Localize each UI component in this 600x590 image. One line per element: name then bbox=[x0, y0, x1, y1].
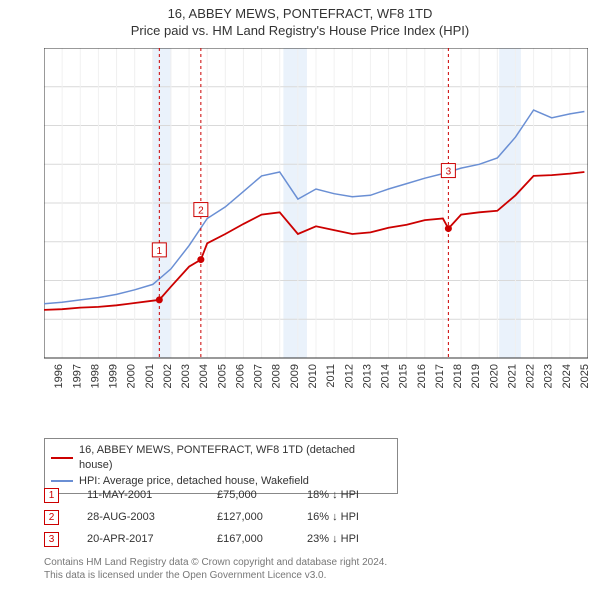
sale-price-1: £75,000 bbox=[217, 489, 307, 501]
svg-text:2013: 2013 bbox=[361, 364, 373, 388]
attribution: Contains HM Land Registry data © Crown c… bbox=[44, 556, 387, 582]
svg-text:2021: 2021 bbox=[506, 364, 518, 388]
svg-text:2018: 2018 bbox=[452, 364, 464, 388]
attribution-line-2: This data is licensed under the Open Gov… bbox=[44, 569, 387, 582]
chart-container: 16, ABBEY MEWS, PONTEFRACT, WF8 1TD Pric… bbox=[0, 0, 600, 590]
chart-area: £0£50K£100K£150K£200K£250K£300K£350K£400… bbox=[44, 48, 588, 392]
sale-date-1: 11-MAY-2001 bbox=[87, 489, 217, 501]
line-chart: £0£50K£100K£150K£200K£250K£300K£350K£400… bbox=[44, 48, 588, 392]
sale-date-3: 20-APR-2017 bbox=[87, 533, 217, 545]
sale-price-3: £167,000 bbox=[217, 533, 307, 545]
sale-marker-1: 1 bbox=[44, 488, 59, 503]
title-line-2: Price paid vs. HM Land Registry's House … bbox=[0, 23, 600, 40]
svg-text:2011: 2011 bbox=[325, 364, 337, 388]
sale-marker-2: 2 bbox=[44, 510, 59, 525]
svg-text:2004: 2004 bbox=[198, 364, 210, 388]
sale-date-2: 28-AUG-2003 bbox=[87, 511, 217, 523]
title-block: 16, ABBEY MEWS, PONTEFRACT, WF8 1TD Pric… bbox=[0, 0, 600, 40]
svg-text:2000: 2000 bbox=[126, 364, 138, 388]
svg-text:2006: 2006 bbox=[234, 364, 246, 388]
attribution-line-1: Contains HM Land Registry data © Crown c… bbox=[44, 556, 387, 569]
svg-text:1999: 1999 bbox=[108, 364, 120, 388]
svg-text:2007: 2007 bbox=[253, 364, 265, 388]
sale-price-2: £127,000 bbox=[217, 511, 307, 523]
legend-swatch-2 bbox=[51, 480, 73, 482]
svg-text:2009: 2009 bbox=[289, 364, 301, 388]
sale-delta-1: 18% ↓ HPI bbox=[307, 489, 407, 501]
svg-text:2017: 2017 bbox=[434, 364, 446, 388]
svg-text:1998: 1998 bbox=[89, 364, 101, 388]
svg-text:2010: 2010 bbox=[307, 364, 319, 388]
svg-text:2016: 2016 bbox=[416, 364, 428, 388]
legend-label-1: 16, ABBEY MEWS, PONTEFRACT, WF8 1TD (det… bbox=[79, 443, 391, 474]
sales-table: 1 11-MAY-2001 £75,000 18% ↓ HPI 2 28-AUG… bbox=[44, 484, 407, 550]
svg-text:3: 3 bbox=[446, 167, 452, 178]
svg-text:2003: 2003 bbox=[180, 364, 192, 388]
svg-text:2025: 2025 bbox=[579, 364, 588, 388]
sale-delta-2: 16% ↓ HPI bbox=[307, 511, 407, 523]
sale-marker-3: 3 bbox=[44, 532, 59, 547]
sale-row-2: 2 28-AUG-2003 £127,000 16% ↓ HPI bbox=[44, 506, 407, 528]
legend-swatch-1 bbox=[51, 457, 73, 459]
svg-text:1995: 1995 bbox=[44, 364, 47, 388]
svg-text:2024: 2024 bbox=[561, 364, 573, 388]
svg-text:2001: 2001 bbox=[144, 364, 156, 388]
svg-text:2012: 2012 bbox=[343, 364, 355, 388]
legend-item-1: 16, ABBEY MEWS, PONTEFRACT, WF8 1TD (det… bbox=[51, 443, 391, 474]
sale-row-3: 3 20-APR-2017 £167,000 23% ↓ HPI bbox=[44, 528, 407, 550]
title-line-1: 16, ABBEY MEWS, PONTEFRACT, WF8 1TD bbox=[0, 6, 600, 23]
svg-text:2014: 2014 bbox=[380, 364, 392, 388]
svg-text:2005: 2005 bbox=[216, 364, 228, 388]
sale-delta-3: 23% ↓ HPI bbox=[307, 533, 407, 545]
svg-text:1: 1 bbox=[157, 246, 163, 257]
sale-row-1: 1 11-MAY-2001 £75,000 18% ↓ HPI bbox=[44, 484, 407, 506]
svg-text:2020: 2020 bbox=[488, 364, 500, 388]
svg-text:2008: 2008 bbox=[271, 364, 283, 388]
svg-text:1997: 1997 bbox=[71, 364, 83, 388]
svg-text:2002: 2002 bbox=[162, 364, 174, 388]
svg-text:2019: 2019 bbox=[470, 364, 482, 388]
svg-text:2015: 2015 bbox=[398, 364, 410, 388]
svg-text:2023: 2023 bbox=[543, 364, 555, 388]
svg-text:1996: 1996 bbox=[53, 364, 65, 388]
svg-text:2022: 2022 bbox=[525, 364, 537, 388]
svg-text:2: 2 bbox=[198, 206, 204, 217]
